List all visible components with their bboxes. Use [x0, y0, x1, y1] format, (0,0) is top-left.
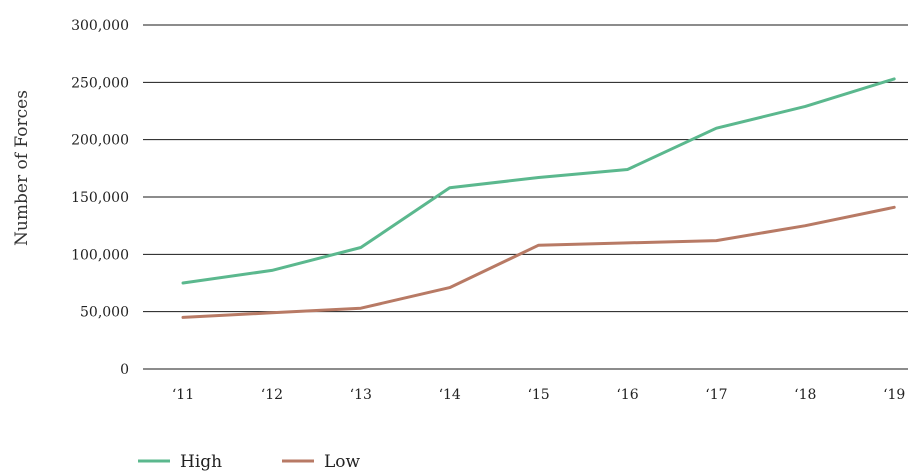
- x-tick-label: ‘13: [350, 387, 372, 403]
- y-tick-label: 100,000: [71, 247, 129, 263]
- series-lines: [181, 77, 896, 319]
- x-tick-label: ‘12: [261, 387, 283, 403]
- x-tick-label: ‘14: [439, 387, 461, 403]
- legend-label-high: High: [180, 452, 222, 471]
- x-tick-label: ‘16: [616, 387, 638, 403]
- y-tick-label: 250,000: [71, 75, 129, 91]
- legend: High Low: [138, 452, 361, 471]
- y-tick-label: 50,000: [80, 305, 129, 321]
- x-tick-label: ‘17: [705, 387, 727, 403]
- x-tick-label: ‘18: [794, 387, 816, 403]
- gridlines: [143, 24, 908, 370]
- series-line-low: [181, 205, 896, 319]
- x-tick-label: ‘15: [527, 387, 549, 403]
- y-tick-label: 300,000: [71, 18, 129, 34]
- y-axis-title: Number of Forces: [12, 90, 32, 246]
- x-tick-label: ‘11: [172, 387, 194, 403]
- y-axis-ticks: 0 50,000 100,000 150,000 200,000 250,000 300,0…: [71, 18, 129, 378]
- y-tick-label: 150,000: [71, 190, 129, 206]
- legend-label-low: Low: [324, 452, 361, 471]
- series-line-high: [181, 77, 896, 285]
- x-axis-ticks: ‘11 ‘12 ‘13 ‘14 ‘15 ‘16 ‘17 ‘18 ‘19: [172, 387, 905, 403]
- x-tick-label: ‘19: [883, 387, 905, 403]
- y-tick-label: 0: [120, 362, 129, 378]
- y-tick-label: 200,000: [71, 133, 129, 149]
